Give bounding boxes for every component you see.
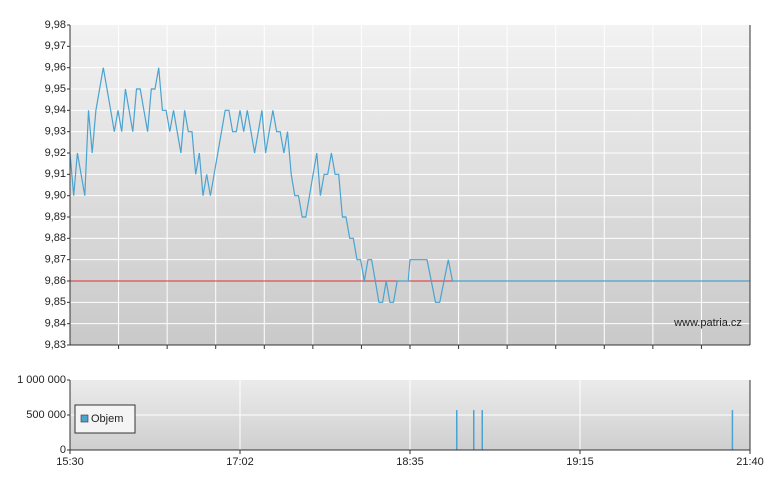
price-line [69, 67, 750, 303]
y-tick-label: 9,95 [45, 83, 66, 95]
y-tick-label: 0 [60, 444, 66, 456]
y-tick-label: 9,93 [45, 126, 66, 138]
watermark: www.patria.cz [673, 317, 742, 329]
y-tick-label: 9,87 [45, 254, 66, 266]
y-tick-label: 9,92 [45, 147, 66, 159]
volume-bar [481, 410, 483, 450]
y-tick-label: 9,86 [45, 275, 66, 287]
y-tick-label: 500 000 [26, 409, 66, 421]
legend-swatch [80, 414, 89, 423]
x-tick-label: 17:02 [226, 456, 254, 468]
y-tick-label: 9,90 [45, 190, 66, 202]
y-tick-label: 9,91 [45, 168, 66, 180]
volume-bar [731, 410, 734, 450]
layer: 9,83 9,84 9,85 9,86 9,87 9,88 9,89 9,90 9,91 9,92… [17, 19, 764, 468]
y-tick-label: 9,88 [45, 232, 66, 244]
x-tick-label: 18:35 [396, 456, 424, 468]
y-tick-label: 9,84 [45, 318, 66, 330]
legend-label: Objem [91, 413, 123, 425]
x-tick-label: 19:15 [566, 456, 594, 468]
y-tick-label: 9,83 [45, 339, 66, 351]
y-tick-label: 9,97 [45, 40, 66, 52]
volume-bar [473, 410, 475, 450]
x-tick-label: 21:40 [736, 456, 764, 468]
y-tick-label: 9,98 [45, 19, 66, 31]
y-tick-label: 9,94 [45, 104, 66, 116]
y-tick-label: 9,96 [45, 62, 66, 74]
volume-bar [456, 410, 458, 450]
y-tick-label: 1 000 000 [17, 374, 66, 386]
x-tick-label: 15:30 [56, 456, 84, 468]
y-tick-label: 9,85 [45, 296, 66, 308]
y-tick-label: 9,89 [45, 211, 66, 223]
